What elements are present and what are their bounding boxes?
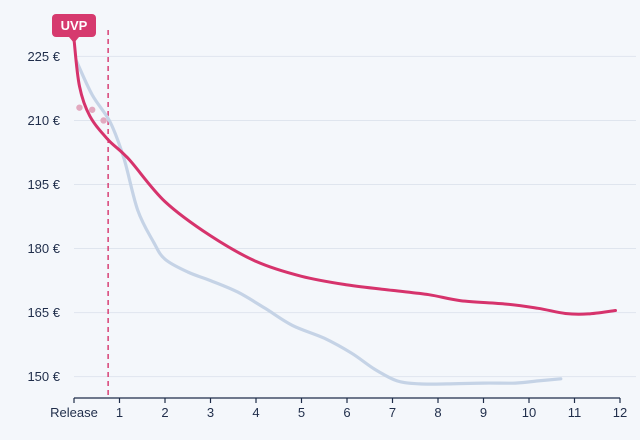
series-layer xyxy=(72,37,617,386)
x-tick-label: Release xyxy=(50,405,98,420)
x-tick-label: 3 xyxy=(207,405,214,420)
uvp-badge-label: UVP xyxy=(61,18,88,33)
y-axis-labels: 150 € 165 € 180 € 195 € 210 € 225 € xyxy=(27,49,60,384)
x-tick-label: 9 xyxy=(480,405,487,420)
dotted-series-point-2 xyxy=(100,117,107,124)
x-tick-label: 1 xyxy=(116,405,123,420)
uvp-badge-pointer xyxy=(69,37,79,43)
x-tick-label: 4 xyxy=(252,405,259,420)
x-tick-label: 12 xyxy=(613,405,627,420)
dotted-series-point-1 xyxy=(89,106,96,113)
y-tick-label: 210 € xyxy=(27,113,60,128)
y-tick-label: 180 € xyxy=(27,241,60,256)
y-tick-label: 165 € xyxy=(27,305,60,320)
dotted-series-point-0 xyxy=(76,104,83,111)
main-price-line xyxy=(72,37,617,316)
grid-lines xyxy=(74,55,636,378)
comparison-price-line xyxy=(74,59,563,386)
x-axis-labels: Release 1 2 3 4 5 6 7 8 9 10 11 12 xyxy=(50,405,627,420)
y-tick-label: 150 € xyxy=(27,369,60,384)
x-tick-label: 8 xyxy=(434,405,441,420)
x-tick-label: 10 xyxy=(522,405,536,420)
x-tick-label: 6 xyxy=(343,405,350,420)
uvp-badge: UVP xyxy=(52,14,96,43)
x-tick-label: 11 xyxy=(568,405,582,420)
x-tick-label: 5 xyxy=(298,405,305,420)
x-tick-label: 7 xyxy=(389,405,396,420)
y-tick-label: 195 € xyxy=(27,177,60,192)
x-tick-label: 2 xyxy=(161,405,168,420)
y-tick-label: 225 € xyxy=(27,49,60,64)
uvp-badge-box xyxy=(52,14,96,37)
x-axis xyxy=(73,397,621,403)
